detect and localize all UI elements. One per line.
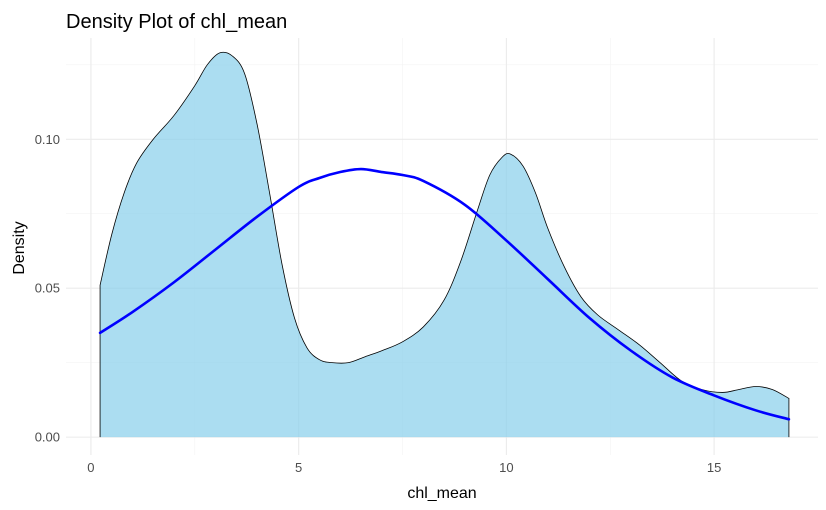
x-tick-label: 0: [87, 460, 94, 475]
density-area-outline: [99, 51, 790, 438]
density-line-series: [98, 167, 791, 421]
x-axis-title: chl_mean: [407, 485, 476, 502]
x-axis-ticks: 0 5 10 15: [87, 460, 721, 475]
y-tick-label: 0.00: [35, 430, 60, 445]
y-axis-title: Density: [11, 221, 28, 274]
x-tick-label: 10: [499, 460, 513, 475]
x-tick-label: 15: [707, 460, 721, 475]
y-axis-ticks: 0.00 0.05 0.10: [35, 132, 60, 445]
normal-curve-line: [98, 167, 791, 421]
x-tick-label: 5: [295, 460, 302, 475]
y-tick-label: 0.05: [35, 281, 60, 296]
y-tick-label: 0.10: [35, 132, 60, 147]
chart-title: Density Plot of chl_mean: [66, 11, 287, 33]
